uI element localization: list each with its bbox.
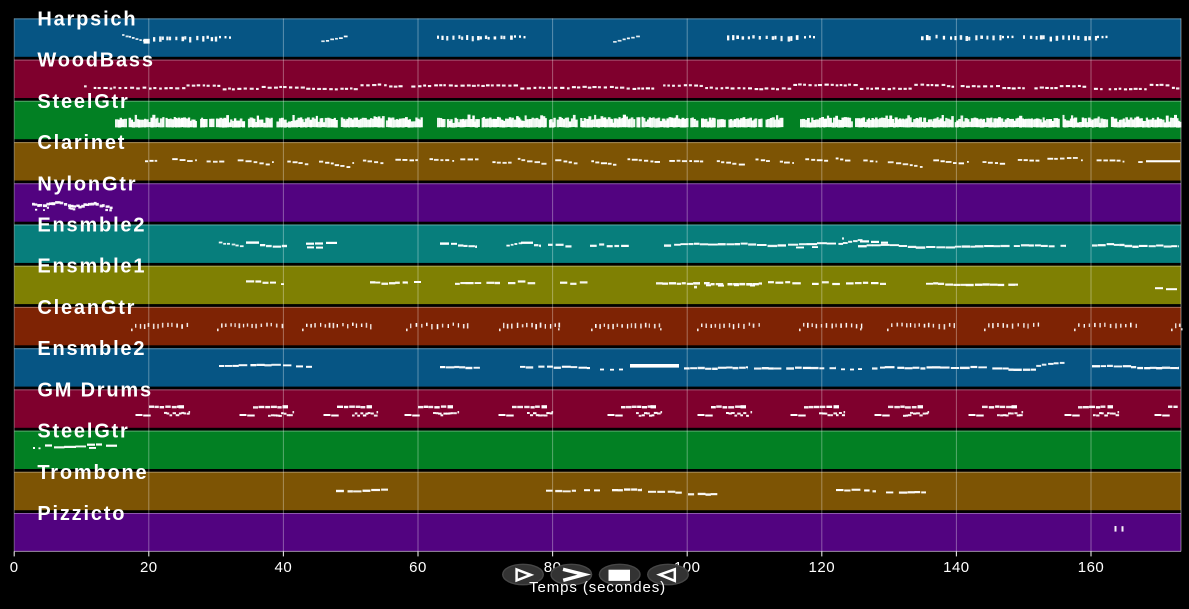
svg-text:120: 120 — [809, 559, 836, 576]
svg-text:60: 60 — [409, 559, 427, 576]
svg-text:SteelGtr: SteelGtr — [37, 421, 129, 443]
svg-text:Pizzicto: Pizzicto — [37, 503, 126, 525]
svg-text:Ensmble1: Ensmble1 — [37, 256, 146, 278]
svg-text:Temps (secondes): Temps (secondes) — [529, 579, 666, 596]
svg-text:WoodBass: WoodBass — [37, 50, 154, 72]
svg-text:SteelGtr: SteelGtr — [37, 91, 129, 113]
svg-text:GM Drums: GM Drums — [37, 379, 153, 401]
svg-text:140: 140 — [943, 559, 970, 576]
svg-text:NylonGtr: NylonGtr — [37, 173, 137, 195]
svg-text:0: 0 — [10, 559, 19, 576]
svg-text:Harpsich: Harpsich — [37, 8, 137, 30]
svg-text:Trombone: Trombone — [37, 462, 148, 484]
svg-text:160: 160 — [1078, 559, 1105, 576]
svg-text:CleanGtr: CleanGtr — [37, 297, 136, 319]
svg-text:20: 20 — [140, 559, 158, 576]
svg-text:Clarinet: Clarinet — [37, 132, 126, 154]
svg-text:Ensmble2: Ensmble2 — [37, 215, 146, 237]
svg-text:40: 40 — [275, 559, 293, 576]
svg-text:Ensmble2: Ensmble2 — [37, 338, 146, 360]
